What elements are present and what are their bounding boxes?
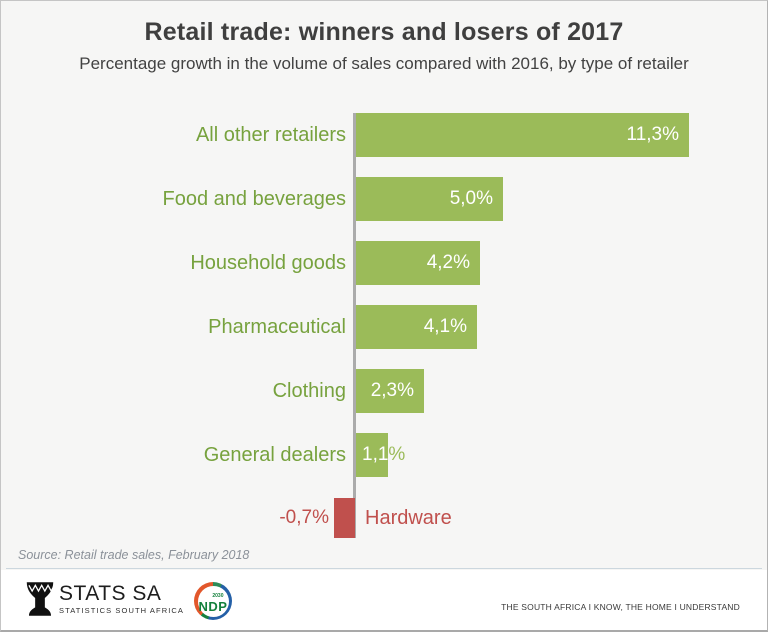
stats-sa-wordmark-block: STATS SA STATISTICS SOUTH AFRICA (59, 583, 184, 615)
footer: STATS SA STATISTICS SOUTH AFRICA 2030 ND… (1, 570, 767, 630)
ndp-wordmark: NDP (198, 598, 228, 614)
footer-slogan: THE SOUTH AFRICA I KNOW, THE HOME I UNDE… (501, 602, 740, 612)
category-label: Pharmaceutical (208, 316, 346, 338)
value-label: 4,2% (426, 252, 470, 273)
bar-negative (334, 498, 355, 538)
value-label: 2,3% (370, 380, 414, 401)
chart-subtitle: Percentage growth in the volume of sales… (79, 54, 689, 73)
drum-icon (26, 582, 55, 616)
value-label: 11,3% (626, 124, 679, 145)
ndp-logo: 2030 NDP (194, 582, 232, 620)
value-label: 5,0% (449, 188, 493, 209)
bar-positive (356, 305, 477, 349)
category-label: All other retailers (195, 124, 346, 146)
ndp-year: 2030 (212, 592, 224, 599)
footer-divider (6, 568, 762, 569)
stats-sa-wordmark: STATS SA (59, 582, 162, 605)
source-note: Source: Retail trade sales, February 201… (18, 548, 250, 562)
chart-title: Retail trade: winners and losers of 2017 (144, 18, 624, 46)
value-label: 1,1% (362, 444, 406, 465)
category-label: General dealers (203, 444, 346, 466)
bar-positive (356, 177, 503, 221)
category-label: Household goods (190, 252, 346, 274)
bar-positive (356, 433, 388, 477)
bar-positive (356, 113, 689, 157)
stats-sa-logo: STATS SA STATISTICS SOUTH AFRICA (25, 581, 184, 617)
axis-baseline (353, 113, 356, 538)
ndp-logo-inner: 2030 NDP (197, 585, 229, 617)
bar-positive (356, 369, 424, 413)
stats-sa-tagline: STATISTICS SOUTH AFRICA (59, 606, 185, 615)
value-label: 4,1% (423, 316, 467, 337)
category-label: Hardware (365, 507, 452, 529)
category-label: Food and beverages (162, 188, 346, 210)
category-label: Clothing (272, 380, 346, 402)
value-label: -0,7% (279, 507, 329, 528)
bar-positive (356, 241, 480, 285)
